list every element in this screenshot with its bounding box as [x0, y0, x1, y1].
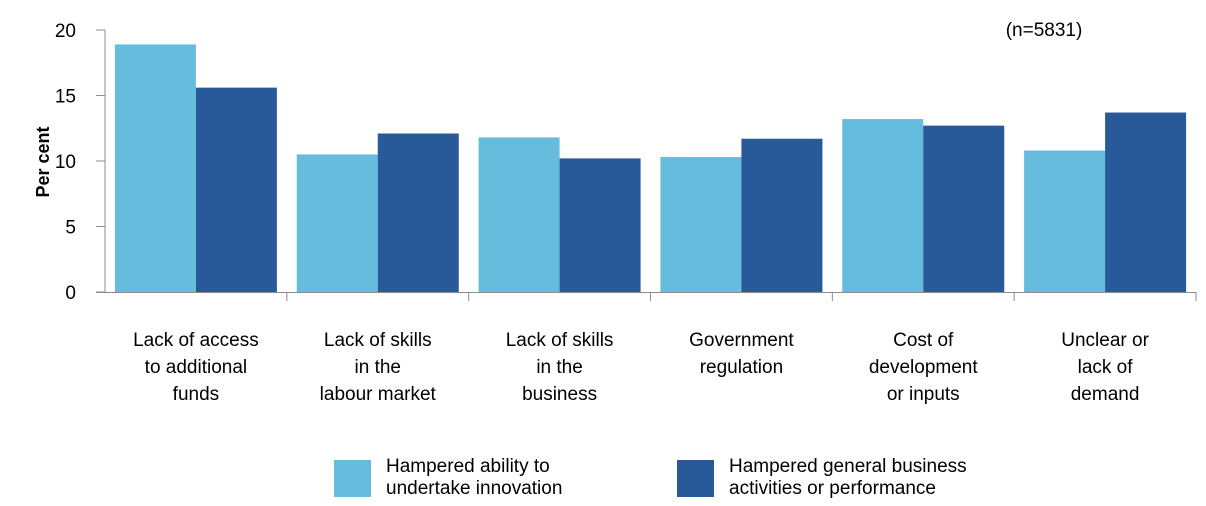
x-tick-label: Government regulation: [689, 330, 794, 378]
bar-business-1: [377, 133, 459, 292]
legend-swatch-innovation: [334, 459, 371, 497]
y-tick-label: 20: [55, 21, 76, 42]
x-tick-label: Lack of access to additional funds: [133, 330, 259, 405]
bar-innovation-2: [478, 137, 560, 292]
x-tick-label: Lack of skills in the labour market: [320, 330, 437, 405]
bar-business-5: [1105, 112, 1187, 292]
bar-innovation-0: [114, 44, 196, 292]
chart-axes: 0 5 10 15 20: [55, 21, 1197, 304]
x-tick-label: Lack of skills in the business: [506, 330, 614, 405]
chart-bars: [114, 44, 1187, 292]
x-tick-label: Unclear or lack of demand: [1061, 330, 1149, 405]
bar-business-2: [559, 158, 641, 292]
bar-innovation-1: [296, 154, 378, 292]
legend-label-business: Hampered general business activities or …: [729, 456, 967, 499]
legend-item-innovation: Hampered ability to undertake innovation: [334, 456, 562, 500]
category-labels: Lack of access to additional funds Lack of …: [133, 330, 1149, 405]
bar-innovation-4: [842, 119, 924, 292]
legend-label-innovation: Hampered ability to undertake innovation: [386, 456, 563, 499]
y-tick-label: 15: [55, 87, 76, 108]
bar-innovation-5: [1024, 150, 1106, 292]
legend-item-business: Hampered general business activities or …: [677, 456, 967, 500]
bar-business-4: [923, 125, 1005, 292]
sample-size-note: (n=5831): [1006, 20, 1083, 41]
x-tick-label: Cost of development or inputs: [869, 330, 979, 405]
y-tick-label: 5: [65, 218, 76, 239]
y-tick-label: 0: [65, 283, 76, 304]
y-tick-label: 10: [55, 152, 76, 173]
legend-swatch-business: [677, 459, 714, 497]
bar-innovation-3: [660, 157, 742, 292]
bar-business-3: [741, 138, 823, 292]
bar-business-0: [195, 87, 277, 292]
y-axis-title: Per cent: [33, 126, 53, 197]
